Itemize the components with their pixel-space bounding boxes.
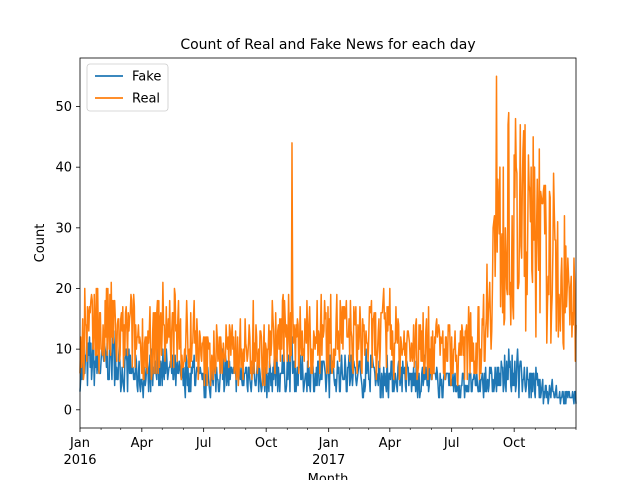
- y-tick-label: 40: [55, 161, 72, 176]
- legend: Fake Real: [86, 63, 169, 112]
- x-tick-label: Apr: [131, 436, 154, 451]
- x-tick-label: Oct: [503, 436, 525, 451]
- series-line-real: [79, 75, 577, 387]
- y-tick-label: 50: [55, 100, 72, 115]
- x-tick-year-label: 2017: [312, 453, 345, 468]
- x-axis: Jan 2016 Apr Jul Oct Jan 2017 Apr Jul Oct: [63, 428, 577, 468]
- y-axis-label: Count: [33, 224, 48, 263]
- y-tick-label: 0: [64, 403, 72, 418]
- x-tick-label: Oct: [255, 436, 277, 451]
- legend-label-fake: Fake: [132, 70, 161, 85]
- x-tick-label: Jul: [195, 436, 212, 451]
- plot-area-frame: [79, 57, 577, 429]
- x-axis-label: Month: [308, 472, 349, 480]
- plot-lines: [79, 75, 577, 405]
- x-tick-label: Jan: [318, 436, 339, 451]
- y-tick-label: 30: [55, 221, 72, 236]
- x-tick-label: Apr: [379, 436, 402, 451]
- x-tick-label: Jan: [69, 436, 90, 451]
- legend-label-real: Real: [132, 92, 160, 107]
- x-tick-year-label: 2016: [63, 453, 96, 468]
- chart-title: Count of Real and Fake News for each day: [180, 37, 475, 53]
- y-tick-label: 10: [55, 343, 72, 358]
- y-axis: 0 10 20 30 40 50: [55, 100, 80, 418]
- y-tick-label: 20: [55, 282, 72, 297]
- x-tick-label: Jul: [443, 436, 460, 451]
